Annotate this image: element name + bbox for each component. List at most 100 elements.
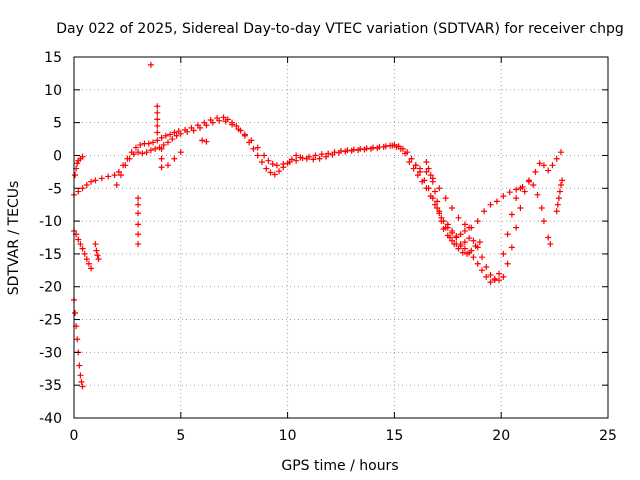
data-point	[376, 143, 383, 150]
x-tick-label: 10	[279, 428, 297, 444]
data-point	[135, 231, 142, 238]
data-points-layer	[71, 61, 566, 390]
data-point	[457, 241, 464, 248]
data-point	[553, 155, 560, 162]
data-point	[265, 157, 272, 164]
data-point	[92, 241, 99, 248]
data-point	[493, 198, 500, 205]
data-point	[250, 145, 257, 152]
data-point	[72, 172, 79, 179]
data-point	[81, 250, 88, 257]
data-point	[558, 181, 565, 188]
data-point	[525, 177, 532, 184]
data-point	[271, 171, 278, 178]
data-point	[547, 241, 554, 248]
data-point	[152, 145, 159, 152]
data-point	[461, 221, 468, 228]
data-point	[540, 162, 547, 169]
data-point	[393, 143, 400, 150]
data-point	[440, 225, 447, 232]
data-point	[154, 137, 161, 144]
data-point	[261, 152, 268, 159]
data-point	[389, 142, 396, 149]
data-point	[158, 145, 165, 152]
data-point	[79, 185, 86, 192]
data-point	[132, 144, 139, 151]
data-point	[423, 168, 430, 175]
data-point	[427, 193, 434, 200]
data-point	[154, 116, 161, 123]
data-point	[331, 149, 338, 156]
series-arc-g	[72, 153, 102, 263]
series-arc-b	[113, 117, 473, 240]
data-point	[449, 204, 456, 211]
data-point	[532, 168, 539, 175]
data-point	[553, 208, 560, 215]
data-point	[305, 153, 312, 160]
data-point	[461, 227, 468, 234]
data-point	[434, 198, 441, 205]
data-point	[143, 149, 150, 156]
data-point	[508, 244, 515, 251]
data-point	[461, 239, 468, 246]
data-point	[254, 144, 261, 151]
data-point	[530, 181, 537, 188]
data-point	[113, 181, 120, 188]
data-point	[468, 224, 475, 231]
data-point	[164, 162, 171, 169]
data-point	[312, 152, 319, 159]
y-axis-label: SDTVAR / TECUs	[6, 181, 22, 296]
data-point	[162, 132, 169, 139]
data-point	[408, 155, 415, 162]
data-point	[135, 241, 142, 248]
data-point	[258, 159, 265, 166]
data-point	[154, 103, 161, 110]
plot-frame	[73, 56, 609, 419]
x-tick-label: 20	[492, 428, 510, 444]
data-point	[135, 210, 142, 217]
data-point	[427, 172, 434, 179]
data-point	[135, 195, 142, 202]
data-point	[216, 117, 223, 124]
series-arc-h	[553, 177, 566, 215]
data-point	[554, 201, 561, 208]
data-point	[75, 236, 82, 243]
data-point	[318, 151, 325, 158]
data-point	[310, 156, 317, 163]
data-point	[419, 178, 426, 185]
data-point	[397, 145, 404, 152]
data-point	[74, 160, 81, 167]
data-point	[350, 146, 357, 153]
data-point	[457, 231, 464, 238]
data-point	[95, 256, 102, 263]
data-point	[470, 254, 477, 261]
data-point	[93, 247, 100, 254]
data-point	[476, 239, 483, 246]
y-tick-label: -25	[39, 313, 62, 329]
data-point	[438, 218, 445, 225]
data-point	[145, 140, 152, 147]
data-point	[241, 131, 248, 138]
data-point	[513, 186, 520, 193]
data-point	[417, 165, 424, 172]
x-tick-label: 15	[385, 428, 403, 444]
data-point	[254, 152, 261, 159]
x-tick-label: 25	[599, 428, 617, 444]
data-point	[442, 195, 449, 202]
data-point	[459, 249, 466, 256]
data-point	[513, 224, 520, 231]
data-point	[436, 185, 443, 192]
data-point	[171, 129, 178, 136]
data-point	[173, 132, 180, 139]
data-point	[280, 160, 287, 167]
data-point	[506, 189, 513, 196]
y-tick-label: 10	[44, 83, 62, 99]
y-tick-label: -10	[39, 214, 62, 230]
data-point	[406, 159, 413, 166]
data-point	[150, 139, 157, 146]
data-point	[78, 378, 85, 385]
data-point	[169, 136, 176, 143]
data-point	[558, 149, 565, 156]
x-axis-label: GPS time / hours	[281, 458, 398, 474]
data-point	[536, 160, 543, 167]
